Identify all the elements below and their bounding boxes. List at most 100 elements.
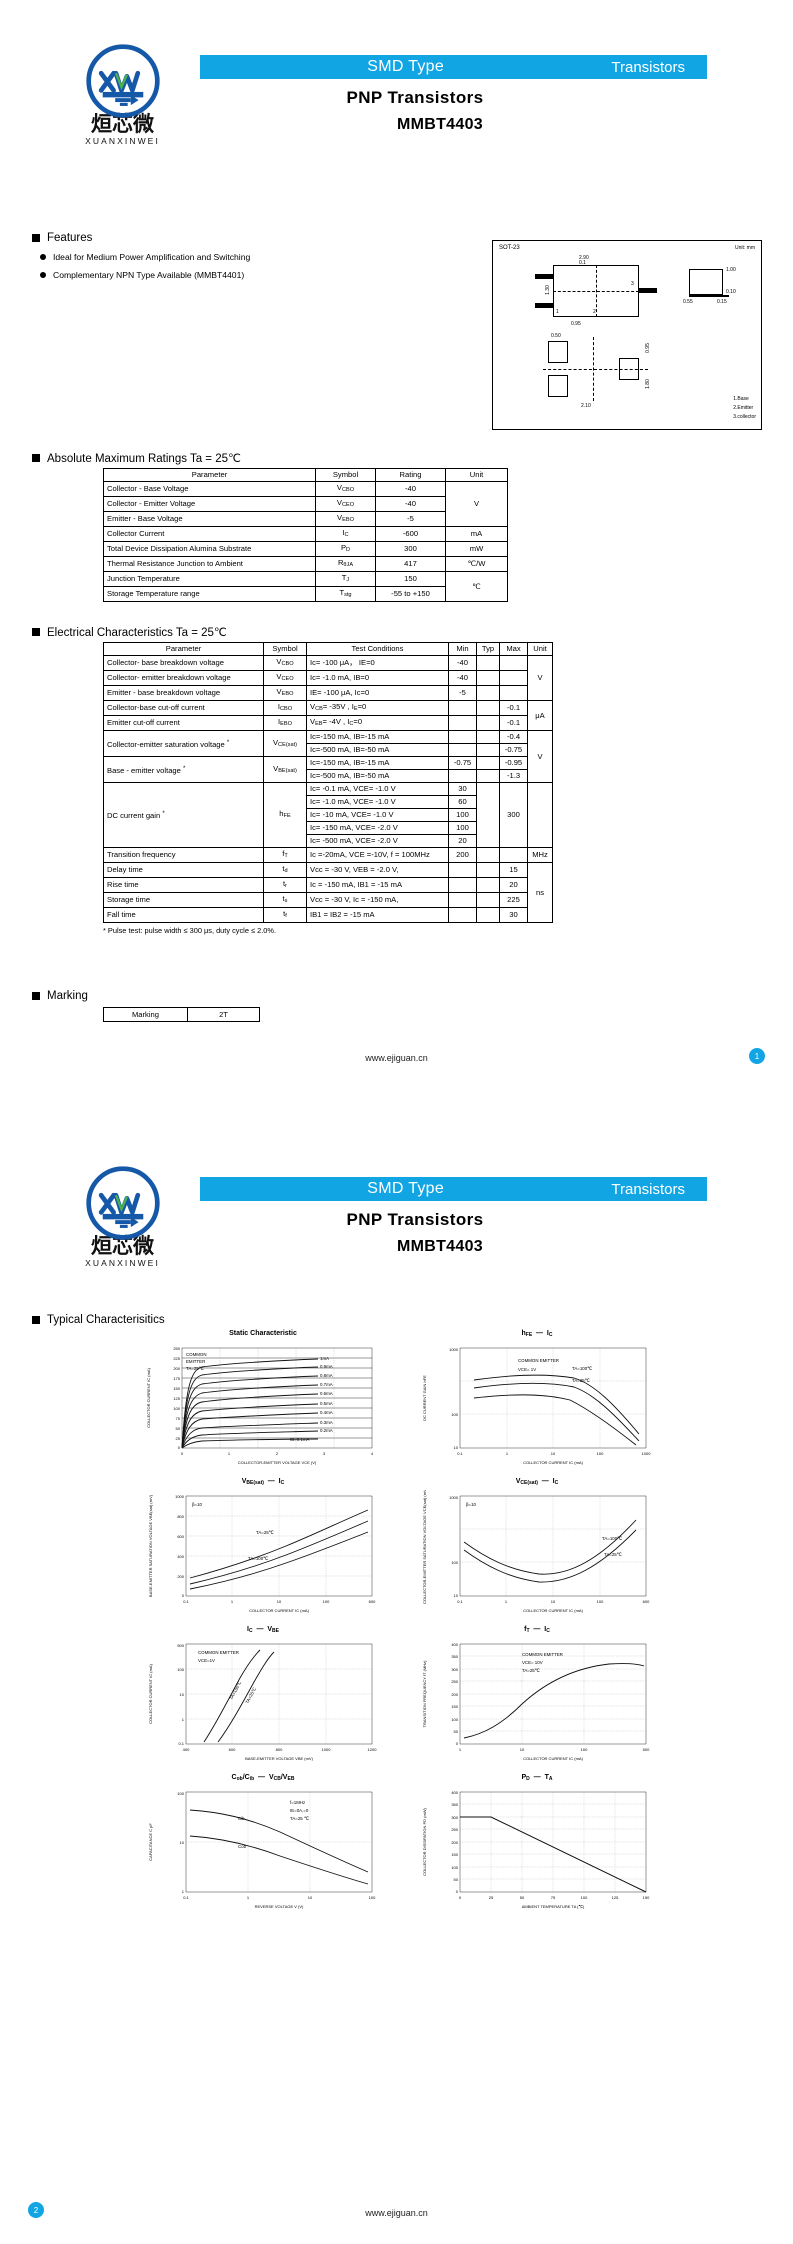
cell-conditions: IB1 = IB2 = -15 mA — [306, 907, 449, 923]
cell-typ — [476, 655, 500, 671]
cell-symbol: IC — [315, 526, 376, 542]
cell-conditions: Ic = -150 mA, IB1 = -15 mA — [306, 877, 449, 893]
pin-item: 1.Base — [733, 396, 749, 402]
cell-conditions: VEB= -4V , IC=0 — [306, 715, 449, 731]
cell-rating: 417 — [375, 556, 446, 572]
cell-min: -5 — [448, 685, 477, 701]
cell-rating: -55 to +150 — [375, 586, 446, 602]
curve-label: TA=25℃ — [604, 1552, 622, 1557]
table-row: Collector- emitter breakdown voltage VCE… — [103, 670, 553, 686]
package-lead — [535, 303, 553, 308]
svg-text:800: 800 — [276, 1747, 283, 1752]
dim-foot-b: 2.10 — [581, 403, 591, 409]
svg-text:200: 200 — [177, 1574, 184, 1579]
svg-text:10: 10 — [180, 1840, 185, 1845]
footprint-pad — [548, 341, 568, 363]
bullet-square-icon — [32, 628, 40, 636]
curve-ft — [463, 1663, 645, 1739]
cell-parameter: Rise time — [103, 877, 264, 893]
cell-conditions: Ic= -500 mA, VCE= -2.0 V — [306, 834, 449, 848]
svg-text:150: 150 — [451, 1704, 458, 1709]
svg-text:50: 50 — [176, 1426, 181, 1431]
curve-label: TA=100℃ — [602, 1536, 622, 1541]
package-outline-drawing: SOT-23 Unit: mm 2.90 0.1 1.30 0.95 1 2 3… — [492, 240, 762, 430]
dim-side-h1: 1.00 — [726, 267, 736, 273]
banner-smd-type: SMD Type — [367, 58, 445, 75]
y-axis-label: CAPACITANCE C pF — [148, 1823, 153, 1861]
pin-assignment-list: 1.Base 2.Emitter 3.collector — [733, 395, 756, 422]
svg-text:10: 10 — [551, 1451, 556, 1456]
svg-text:150: 150 — [173, 1386, 180, 1391]
cell-parameter: Emitter - Base Voltage — [103, 511, 316, 527]
svg-text:100: 100 — [369, 1895, 376, 1900]
svg-text:0: 0 — [456, 1741, 459, 1746]
cell-parameter: Thermal Resistance Junction to Ambient — [103, 556, 316, 572]
svg-text:250: 250 — [173, 1346, 180, 1351]
col-parameter: Parameter — [103, 468, 316, 482]
svg-text:10: 10 — [520, 1747, 525, 1752]
x-axis-label: COLLECTOR CURRENT IC (mA) — [523, 1756, 584, 1761]
svg-text:1: 1 — [505, 1599, 508, 1604]
chart-annotation: VCE= 1V — [518, 1367, 536, 1372]
page-number-badge: 1 — [749, 1048, 765, 1064]
page-header: 烜芯微 XUANXINWEI SMD Type Transistors PNP … — [0, 0, 793, 146]
cell-max — [499, 670, 528, 686]
footer-url[interactable]: www.ejiguan.cn — [365, 2208, 428, 2218]
cell-symbol: ts — [263, 892, 307, 908]
chart-annotation: TA=25℃ — [522, 1668, 540, 1673]
table-row: Storage Temperature range Tstg -55 to +1… — [103, 586, 508, 602]
svg-text:250: 250 — [451, 1679, 458, 1684]
cell-min — [448, 907, 477, 923]
cell-max — [499, 847, 528, 863]
chart-annotation: COMMON EMITTER — [198, 1650, 239, 1655]
cell-parameter: Collector Current — [103, 526, 316, 542]
svg-text:10: 10 — [277, 1599, 282, 1604]
typical-characteristics-label: Typical Characterisitics — [47, 1314, 165, 1326]
cell-symbol: RθJA — [315, 556, 376, 572]
y-axis-label: DC CURRENT GAIN hFE — [422, 1375, 427, 1421]
table-header-row: Parameter Symbol Rating Unit — [103, 468, 508, 482]
characteristic-charts-grid: Static Characteristic — [140, 1330, 680, 1922]
cell-symbol: VCBO — [263, 655, 307, 671]
dim-side-t: 0.15 — [717, 299, 727, 305]
chart-title: IC — VBE — [247, 1626, 279, 1634]
dim-lead-pitch: 0.95 — [571, 321, 581, 327]
elec-heading: Electrical Characteristics Ta = 25℃ — [32, 625, 227, 639]
cell-unit: mW — [445, 541, 508, 557]
dim-body-height: 1.30 — [544, 285, 551, 295]
features-heading: Features — [32, 232, 372, 244]
cell-symbol: fT — [263, 847, 307, 863]
chart-plot: β=10 TA=100℃ TA=25℃ 1000 100 10 0.1 1 10… — [414, 1490, 660, 1616]
svg-text:50: 50 — [454, 1729, 459, 1734]
cell-unit: ns — [527, 862, 553, 923]
page-title: PNP Transistors — [346, 88, 484, 107]
table-row: Collector- base breakdown voltage VCBO I… — [103, 655, 553, 701]
svg-text:225: 225 — [173, 1356, 180, 1361]
cell-parameter: Storage time — [103, 892, 264, 908]
cell-rating: 150 — [375, 571, 446, 587]
pin-num-3: 3 — [631, 281, 634, 287]
cell-typ — [476, 877, 500, 893]
svg-text:400: 400 — [451, 1790, 458, 1795]
cell-max — [499, 655, 528, 671]
pin-item: 2.Emitter — [733, 405, 754, 411]
chart-annotation: COMMON EMITTER — [518, 1358, 559, 1363]
marking-heading: Marking — [32, 990, 88, 1002]
y-axis-label: TRANSITION FREQUENCY fT (MHz) — [422, 1660, 427, 1728]
cell-min — [448, 769, 477, 783]
curve-label: Cob — [238, 1844, 247, 1849]
cell-typ — [476, 782, 500, 848]
cell-conditions: Ic=-500 mA, IB=-50 mA — [306, 743, 449, 757]
marking-table-wrap: Marking 2T — [103, 1007, 260, 1022]
svg-text:75: 75 — [551, 1895, 556, 1900]
table-row: Marking 2T — [103, 1007, 260, 1022]
cell-rating: 300 — [375, 541, 446, 557]
cell-conditions: Vcc = -30 V, Ic = -150 mA, — [306, 892, 449, 908]
abs-max-heading-label: Absolute Maximum Ratings Ta = 25℃ — [47, 453, 241, 465]
elec-heading-label: Electrical Characteristics Ta = 25℃ — [47, 627, 227, 639]
part-number: MMBT4403 — [397, 116, 483, 133]
footer-url[interactable]: www.ejiguan.cn — [365, 1053, 428, 1063]
cell-min — [448, 892, 477, 908]
svg-text:1200: 1200 — [368, 1747, 378, 1752]
svg-text:1: 1 — [231, 1599, 234, 1604]
